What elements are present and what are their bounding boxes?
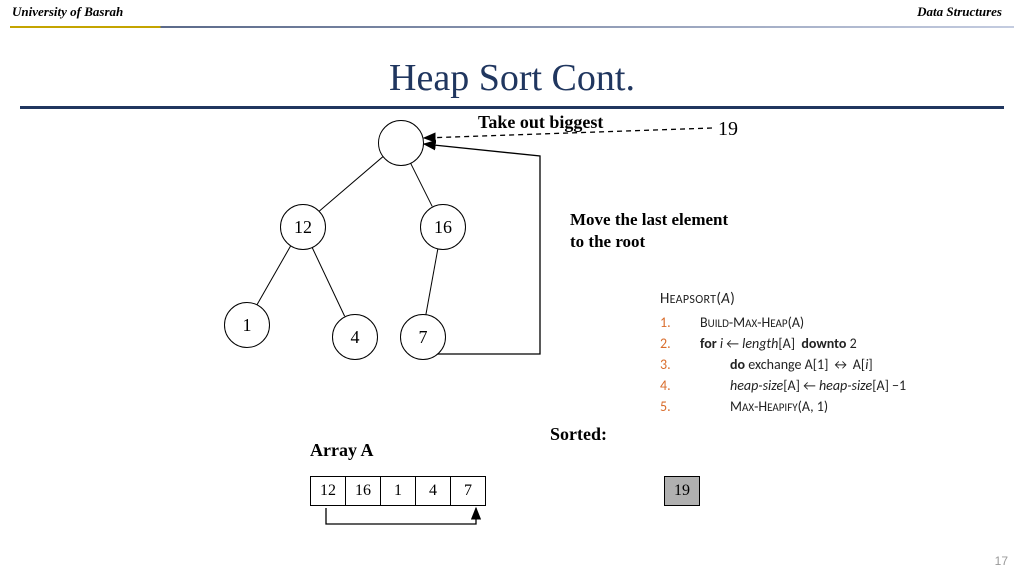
tree-node-n12: 12 (280, 204, 326, 250)
diagram-stage: 1216147 Take out biggest 19 Move the las… (0, 104, 1024, 576)
sorted-cells: 19 (664, 476, 700, 506)
sorted-label: Sorted: (550, 424, 607, 445)
pseudo-line: 1.BUILD-MAX-HEAP(A) (660, 314, 906, 331)
tree-node-n16: 16 (420, 204, 466, 250)
sorted-cell: 19 (664, 476, 700, 506)
header-rule (10, 26, 1014, 28)
university-name: University of Basrah (12, 4, 123, 20)
move-last-label-1: Move the last element (570, 210, 728, 230)
pseudo-title: HEAPSORT(A) (660, 290, 735, 308)
slide-title: Heap Sort Cont. (0, 56, 1024, 100)
array-a-label: Array A (310, 440, 373, 461)
array-a-cells: 1216147 (310, 476, 486, 506)
array-cell: 12 (310, 476, 346, 506)
extracted-value: 19 (718, 118, 738, 141)
array-cell: 1 (380, 476, 416, 506)
course-name: Data Structures (917, 4, 1002, 20)
array-cell: 4 (415, 476, 451, 506)
array-cell: 7 (450, 476, 486, 506)
pseudo-line: 3.do exchange A[1] ↔ A[i] (660, 356, 906, 373)
slide-title-block: Heap Sort Cont. (0, 56, 1024, 109)
slide-header: University of Basrah Data Structures (0, 0, 1024, 32)
move-last-label-2: to the root (570, 232, 645, 252)
page-number: 17 (995, 554, 1008, 568)
takeout-label: Take out biggest (478, 112, 603, 133)
pseudo-line: 4.heap-size[A] ← heap-size[A] −1 (660, 377, 906, 394)
tree-node-n7: 7 (400, 314, 446, 360)
tree-node-root (378, 120, 424, 166)
pseudo-line: 5.MAX-HEAPIFY(A, 1) (660, 398, 906, 415)
tree-node-n1: 1 (224, 302, 270, 348)
array-cell: 16 (345, 476, 381, 506)
array-swap-arrow (326, 508, 476, 524)
pseudo-line: 2.for i ← length[A] downto 2 (660, 335, 906, 352)
pseudocode-block: HEAPSORT(A) 1.BUILD-MAX-HEAP(A) 2.for i ←… (660, 290, 906, 419)
tree-node-n4: 4 (332, 314, 378, 360)
